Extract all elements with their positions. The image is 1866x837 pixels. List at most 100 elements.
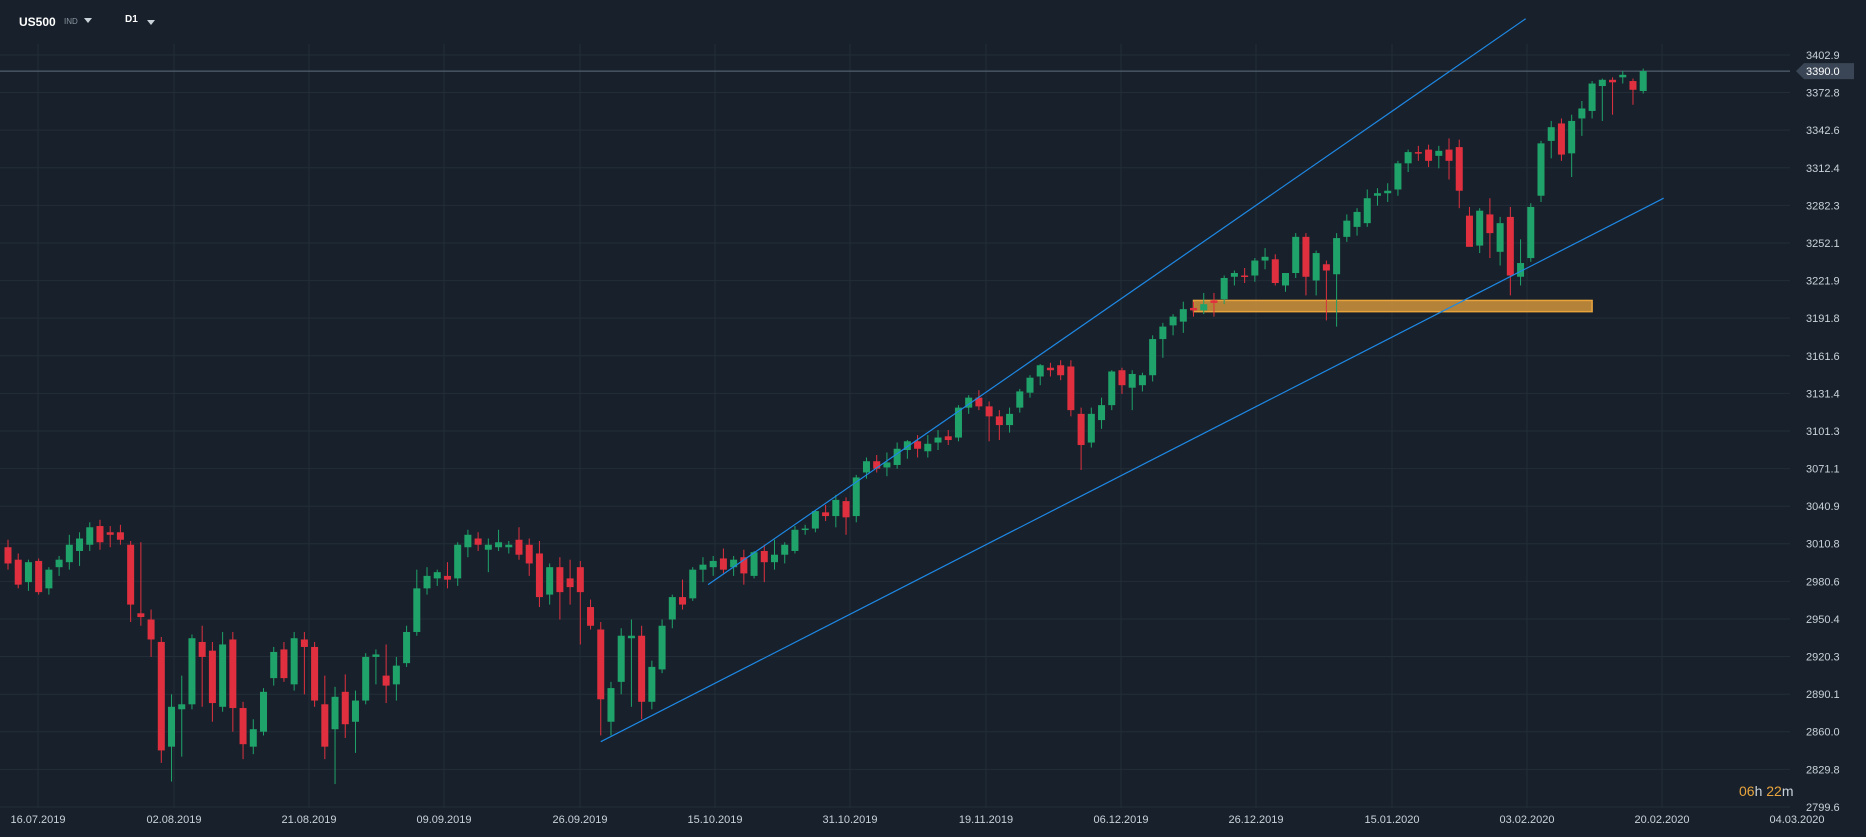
candle-down <box>239 708 247 745</box>
x-tick-label: 09.09.2019 <box>416 814 471 826</box>
y-tick-label: 3161.6 <box>1806 351 1840 363</box>
candle-down <box>106 532 114 535</box>
candle-up <box>168 706 176 747</box>
candle-down <box>1465 215 1473 247</box>
candle-up <box>219 644 227 707</box>
candle-up <box>546 567 554 595</box>
candle-down <box>157 641 165 751</box>
candle-up <box>648 666 656 702</box>
candle-down <box>208 650 216 704</box>
candle-down <box>116 532 124 540</box>
candle-up <box>893 448 901 465</box>
candle-down <box>137 613 145 618</box>
x-tick-label: 20.02.2020 <box>1634 814 1689 826</box>
y-tick-label: 2860.0 <box>1806 727 1840 739</box>
candle-up <box>1179 309 1187 322</box>
x-tick-label: 31.10.2019 <box>822 814 877 826</box>
x-tick-label: 26.12.2019 <box>1228 814 1283 826</box>
candle-up <box>781 544 789 555</box>
upper-channel-line[interactable] <box>707 18 1527 586</box>
x-tick-label: 26.09.2019 <box>552 814 607 826</box>
candle-up <box>1036 365 1044 377</box>
candle-down <box>597 629 605 700</box>
candle-down <box>975 397 983 407</box>
candle-down <box>985 406 993 417</box>
candle-down <box>679 597 687 605</box>
y-tick-label: 3312.4 <box>1806 163 1840 175</box>
current-price-label: 3390.0 <box>1806 66 1840 78</box>
candle-down <box>1506 216 1514 276</box>
y-tick-label: 2829.8 <box>1806 764 1840 776</box>
candle-up <box>1169 316 1177 326</box>
candle-up <box>965 397 973 408</box>
candle-down <box>556 567 564 593</box>
candle-down <box>719 558 727 570</box>
candle-up <box>249 729 257 747</box>
candle-up <box>413 588 421 632</box>
candle-down <box>229 639 237 709</box>
candle-up <box>1476 210 1484 246</box>
candle-down <box>321 704 329 747</box>
support-zone[interactable] <box>1192 299 1593 313</box>
candle-up <box>1384 190 1392 194</box>
candle-up <box>290 638 298 685</box>
candle-up <box>658 625 666 670</box>
x-tick-label: 06.12.2019 <box>1093 814 1148 826</box>
candle-down <box>1425 149 1433 161</box>
candle-down <box>1629 81 1637 90</box>
candle-up <box>433 572 441 579</box>
candle-up <box>1108 371 1116 406</box>
candle-up <box>1220 277 1228 300</box>
symbol-dropdown-icon[interactable] <box>84 18 92 23</box>
candle-up <box>1588 83 1596 111</box>
timeframe-selector[interactable]: D1 <box>125 14 138 25</box>
y-tick-label: 3282.3 <box>1806 200 1840 212</box>
y-tick-label: 3221.9 <box>1806 276 1840 288</box>
candle-up <box>627 635 635 639</box>
candle-up <box>1333 238 1341 275</box>
candle-up <box>454 544 462 579</box>
candle-up <box>260 691 267 732</box>
lower-channel-line[interactable] <box>600 197 1664 743</box>
candle-up <box>811 511 819 529</box>
y-tick-label: 3101.3 <box>1806 426 1840 438</box>
candle-up <box>709 560 717 568</box>
symbol-type: IND <box>64 17 78 26</box>
candle-down <box>1241 275 1249 278</box>
candle-up <box>1619 74 1627 78</box>
symbol-name[interactable]: US500 <box>19 15 56 29</box>
candle-up <box>862 461 870 473</box>
candle-up <box>852 477 860 517</box>
timeframe-dropdown-icon[interactable] <box>147 20 155 25</box>
candle-up <box>801 528 809 531</box>
candle-up <box>403 631 411 664</box>
chart-toolbar: US500 IND D1 <box>0 0 1866 44</box>
candle-down <box>127 544 135 605</box>
candle-down <box>944 436 952 441</box>
y-tick-label: 3131.4 <box>1806 388 1840 400</box>
candle-up <box>1404 152 1412 164</box>
y-tick-label: 3010.8 <box>1806 539 1840 551</box>
y-tick-label: 2799.6 <box>1806 802 1840 814</box>
candle-up <box>1435 150 1443 156</box>
candle-up <box>1343 220 1351 237</box>
x-tick-label: 15.01.2020 <box>1364 814 1419 826</box>
candle-up <box>1026 377 1034 393</box>
candle-down <box>576 567 584 593</box>
candle-up <box>495 542 503 548</box>
candle-up <box>505 544 513 548</box>
countdown-hours: 06 <box>1739 783 1755 799</box>
x-tick-label: 19.11.2019 <box>959 814 1013 826</box>
candle-down <box>760 550 768 563</box>
x-tick-label: 16.07.2019 <box>10 814 65 826</box>
candle-up <box>45 569 53 589</box>
candle-up <box>362 656 370 701</box>
candle-down <box>638 635 646 702</box>
candle-up <box>86 527 94 545</box>
candle-down <box>1046 367 1054 371</box>
candle-down <box>995 416 1003 426</box>
candle-down <box>566 578 574 588</box>
candle-up <box>1537 143 1545 196</box>
candle-up <box>1098 405 1106 421</box>
